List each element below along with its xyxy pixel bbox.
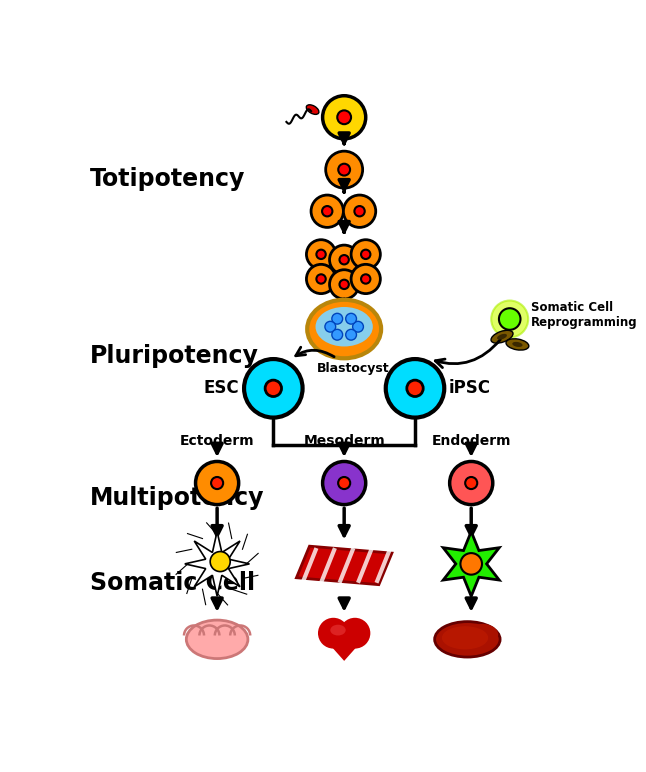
Ellipse shape — [467, 624, 498, 645]
Circle shape — [196, 462, 238, 505]
Circle shape — [351, 264, 380, 293]
Ellipse shape — [306, 105, 319, 114]
Ellipse shape — [330, 625, 346, 635]
Polygon shape — [320, 633, 369, 661]
Circle shape — [318, 618, 349, 648]
Circle shape — [326, 151, 362, 188]
Circle shape — [355, 206, 365, 216]
Circle shape — [450, 462, 493, 505]
Circle shape — [322, 206, 333, 216]
Text: Ectoderm: Ectoderm — [180, 434, 255, 448]
Circle shape — [325, 321, 336, 332]
Circle shape — [346, 330, 357, 340]
Circle shape — [344, 195, 376, 228]
Circle shape — [265, 380, 282, 397]
Polygon shape — [185, 532, 249, 596]
Circle shape — [353, 321, 364, 332]
Circle shape — [465, 477, 477, 489]
Ellipse shape — [506, 339, 529, 350]
Circle shape — [317, 249, 326, 259]
Circle shape — [351, 240, 380, 269]
Ellipse shape — [307, 300, 381, 358]
Polygon shape — [443, 532, 499, 596]
Ellipse shape — [512, 342, 523, 347]
Circle shape — [317, 274, 326, 283]
Circle shape — [346, 313, 357, 324]
Text: Multipotency: Multipotency — [90, 486, 265, 510]
Polygon shape — [297, 546, 392, 584]
Circle shape — [407, 380, 423, 397]
Circle shape — [491, 300, 528, 337]
Circle shape — [499, 308, 521, 330]
Circle shape — [337, 110, 351, 124]
Circle shape — [329, 245, 359, 274]
Circle shape — [332, 313, 342, 324]
Text: iPSC: iPSC — [449, 379, 491, 398]
Circle shape — [332, 330, 342, 340]
Ellipse shape — [442, 626, 488, 649]
Text: Mesoderm: Mesoderm — [303, 434, 385, 448]
Circle shape — [340, 618, 370, 648]
Circle shape — [461, 553, 482, 574]
Text: Blastocyst: Blastocyst — [317, 362, 390, 375]
Circle shape — [339, 164, 350, 175]
Circle shape — [322, 462, 366, 505]
Circle shape — [386, 359, 444, 418]
Circle shape — [322, 96, 366, 139]
Text: ESC: ESC — [204, 379, 240, 398]
Text: Somatic Cell
Reprogramming: Somatic Cell Reprogramming — [531, 301, 638, 329]
Circle shape — [329, 269, 359, 299]
Text: Somatic Cell: Somatic Cell — [90, 571, 255, 595]
Text: Pluripotency: Pluripotency — [90, 344, 259, 368]
Circle shape — [306, 264, 336, 293]
Ellipse shape — [186, 620, 248, 659]
Circle shape — [244, 359, 302, 418]
Circle shape — [210, 551, 230, 571]
Circle shape — [340, 255, 349, 265]
Ellipse shape — [497, 334, 507, 340]
Ellipse shape — [315, 307, 373, 347]
Circle shape — [306, 240, 336, 269]
Circle shape — [340, 279, 349, 289]
Text: Endoderm: Endoderm — [432, 434, 511, 448]
Ellipse shape — [491, 330, 513, 343]
Circle shape — [361, 274, 370, 283]
Circle shape — [338, 477, 350, 489]
Ellipse shape — [435, 621, 500, 657]
Circle shape — [361, 249, 370, 259]
Circle shape — [211, 477, 223, 489]
Text: Totipotency: Totipotency — [90, 167, 245, 191]
Circle shape — [311, 195, 344, 228]
